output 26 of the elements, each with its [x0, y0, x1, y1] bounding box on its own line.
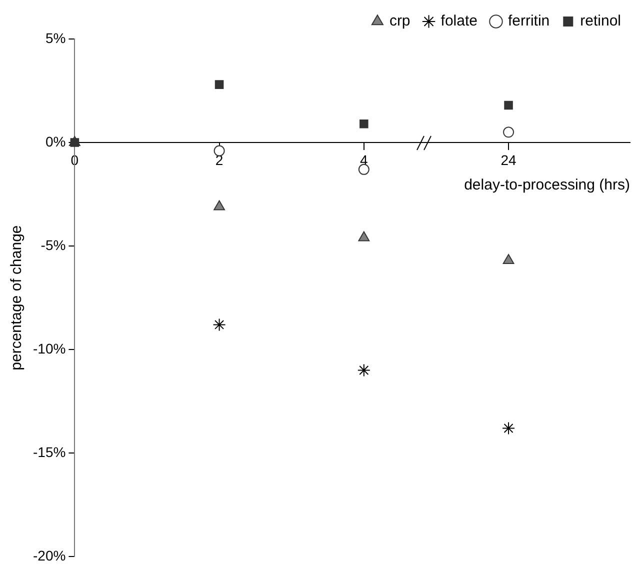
- y-tick-label: -10%: [32, 340, 66, 356]
- point: [214, 145, 225, 156]
- y-tick-label: -5%: [40, 236, 66, 253]
- point: [358, 164, 370, 175]
- y-tick-label: 5%: [45, 30, 66, 46]
- x-tick-label: 24: [500, 152, 517, 168]
- legend-label: folate: [440, 12, 478, 30]
- point: [502, 422, 516, 435]
- point: [212, 318, 226, 332]
- legend-label: crp: [389, 12, 410, 30]
- legend-label: retinol: [580, 12, 622, 30]
- point: [503, 126, 514, 138]
- point: [214, 200, 225, 210]
- x-tick-label: 4: [360, 152, 368, 168]
- legend-label: ferritin: [508, 12, 550, 30]
- point: [502, 254, 514, 264]
- y-tick-label: 0%: [45, 133, 66, 150]
- point: [360, 120, 368, 128]
- y-tick-label: -20%: [32, 547, 66, 564]
- point: [358, 231, 370, 242]
- point: [214, 80, 224, 89]
- point: [357, 364, 370, 377]
- x-axis-title: delay-to-processing (hrs): [464, 176, 630, 194]
- y-axis-title: percentage of change: [8, 225, 26, 370]
- point: [504, 100, 513, 110]
- y-tick-label: -15%: [32, 444, 66, 460]
